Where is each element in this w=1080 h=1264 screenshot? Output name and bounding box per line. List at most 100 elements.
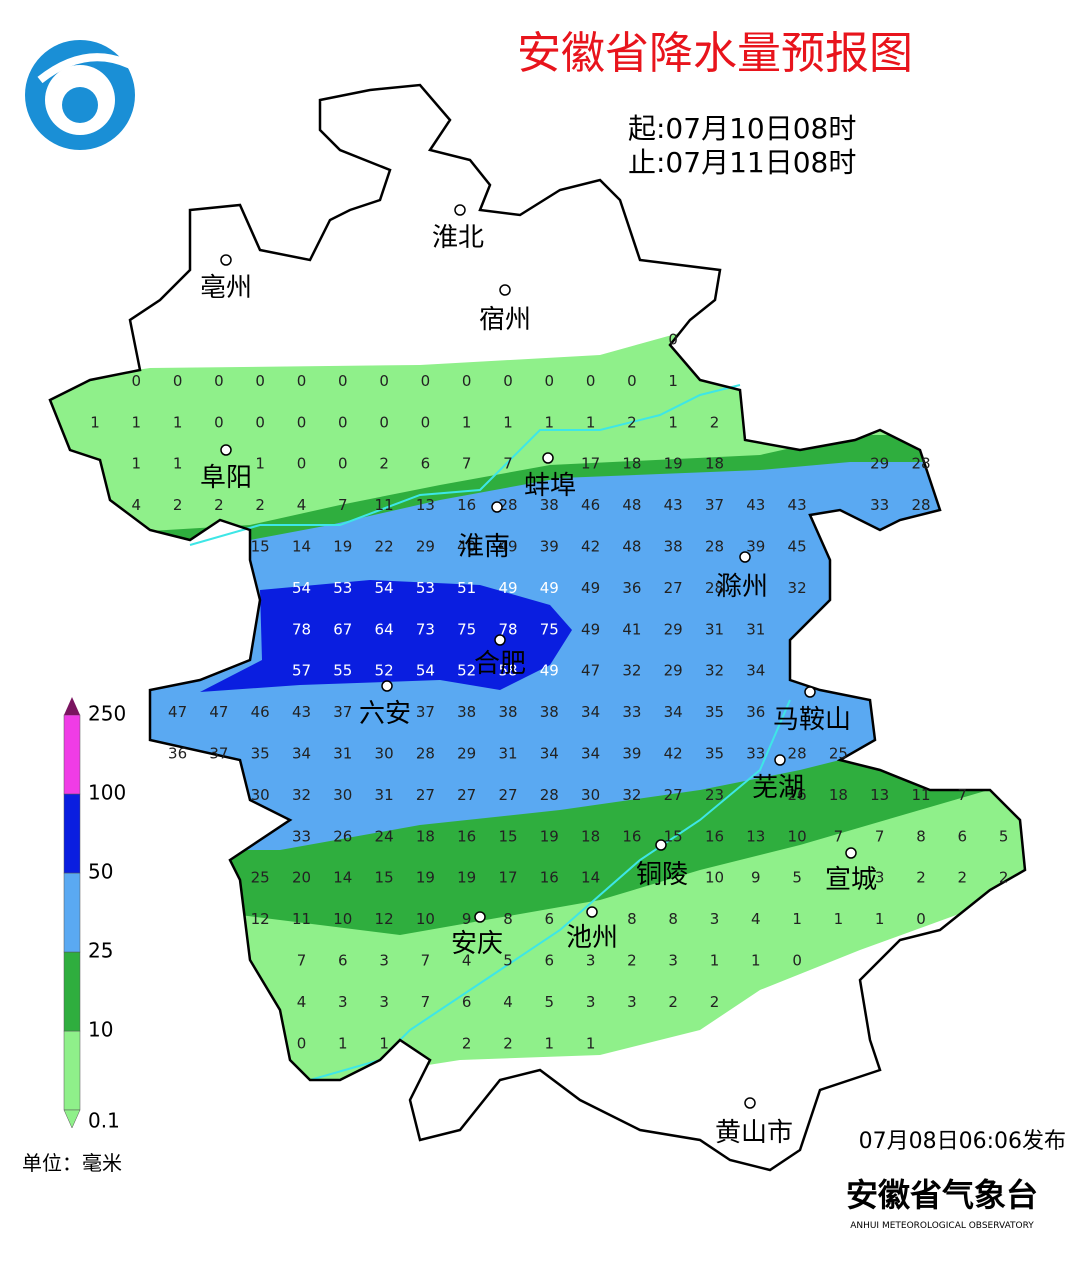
grid-value: 28 <box>416 745 435 763</box>
grid-value: 2 <box>710 413 720 431</box>
grid-value: 54 <box>375 579 394 597</box>
grid-value: 15 <box>251 538 270 556</box>
grid-value: 18 <box>705 455 724 473</box>
grid-value: 49 <box>581 579 600 597</box>
grid-value: 18 <box>622 455 641 473</box>
grid-value: 12 <box>375 910 394 928</box>
grid-value: 43 <box>292 703 311 721</box>
grid-value: 32 <box>292 786 311 804</box>
grid-value: 13 <box>416 496 435 514</box>
grid-value: 38 <box>664 538 683 556</box>
grid-value: 0 <box>338 372 348 390</box>
grid-value: 11 <box>375 496 394 514</box>
grid-value: 32 <box>788 579 807 597</box>
city-dot <box>586 906 598 918</box>
city-name: 亳州 <box>200 273 252 303</box>
grid-value: 15 <box>498 827 517 845</box>
city-dot <box>494 634 506 646</box>
grid-value: 3 <box>710 910 720 928</box>
grid-value: 38 <box>498 703 517 721</box>
grid-value: 17 <box>581 455 600 473</box>
org: 安徽省气象台 <box>846 1176 1038 1214</box>
grid-value: 52 <box>375 662 394 680</box>
grid-value: 75 <box>540 620 559 638</box>
grid-value: 0 <box>462 372 472 390</box>
grid-value: 19 <box>540 827 559 845</box>
legend-unit: 单位：毫米 <box>22 1151 122 1175</box>
grid-value: 19 <box>333 538 352 556</box>
grid-value: 27 <box>664 579 683 597</box>
grid-value: 0 <box>338 413 348 431</box>
grid-value: 2 <box>255 496 265 514</box>
grid-value: 9 <box>751 869 761 887</box>
grid-value: 1 <box>132 455 142 473</box>
grid-value: 7 <box>421 993 431 1011</box>
grid-value: 33 <box>292 827 311 845</box>
grid-value: 31 <box>375 786 394 804</box>
grid-value: 0 <box>297 1034 307 1052</box>
grid-value: 78 <box>292 620 311 638</box>
grid-value: 8 <box>503 910 513 928</box>
legend-swatch <box>63 872 81 953</box>
grid-value: 48 <box>622 538 641 556</box>
grid-value: 6 <box>545 910 555 928</box>
grid-value: 3 <box>379 952 389 970</box>
city-name: 池州 <box>566 923 618 953</box>
grid-value: 7 <box>875 827 885 845</box>
city-dot <box>381 680 393 692</box>
grid-value: 28 <box>788 745 807 763</box>
grid-value: 3 <box>379 993 389 1011</box>
grid-value: 54 <box>292 579 311 597</box>
grid-value: 2 <box>627 413 637 431</box>
grid-value: 57 <box>292 662 311 680</box>
grid-value: 31 <box>333 745 352 763</box>
grid-value: 1 <box>710 952 720 970</box>
grid-value: 0 <box>545 372 555 390</box>
grid-value: 6 <box>545 952 555 970</box>
legend-arrow <box>64 697 80 715</box>
city-dot <box>542 452 554 464</box>
grid-value: 5 <box>503 952 513 970</box>
grid-value: 47 <box>581 662 600 680</box>
grid-value: 38 <box>540 496 559 514</box>
grid-value: 42 <box>664 745 683 763</box>
grid-value: 33 <box>746 745 765 763</box>
grid-value: 1 <box>132 413 142 431</box>
grid-value: 10 <box>333 910 352 928</box>
grid-value: 55 <box>333 662 352 680</box>
rain-bands <box>50 330 1025 1085</box>
grid-value: 3 <box>586 993 596 1011</box>
title: 安徽省降水量预报图 <box>517 28 913 79</box>
grid-value: 1 <box>545 1034 555 1052</box>
grid-value: 8 <box>627 910 637 928</box>
grid-value: 16 <box>457 827 476 845</box>
grid-value: 7 <box>503 455 513 473</box>
grid-value: 43 <box>746 496 765 514</box>
grid-value: 73 <box>416 620 435 638</box>
grid-value: 29 <box>416 538 435 556</box>
legend-label: 50 <box>88 860 113 884</box>
grid-value: 16 <box>540 869 559 887</box>
logo <box>25 40 143 150</box>
legend-label: 100 <box>88 781 126 805</box>
grid-value: 15 <box>375 869 394 887</box>
grid-value: 0 <box>255 372 265 390</box>
grid-value: 49 <box>540 579 559 597</box>
city-name: 蚌埠 <box>524 471 576 501</box>
grid-value: 35 <box>705 703 724 721</box>
grid-value: 19 <box>416 869 435 887</box>
grid-value: 28 <box>911 496 930 514</box>
grid-value: 28 <box>540 786 559 804</box>
grid-value: 5 <box>792 869 802 887</box>
grid-value: 14 <box>333 869 352 887</box>
grid-value: 37 <box>209 745 228 763</box>
city-dot <box>499 284 511 296</box>
grid-value: 0 <box>792 952 802 970</box>
grid-value: 7 <box>958 786 968 804</box>
city-name: 宣城 <box>825 865 877 895</box>
grid-value: 49 <box>498 538 517 556</box>
grid-value: 0 <box>255 413 265 431</box>
grid-value: 33 <box>622 703 641 721</box>
city-name: 黄山市 <box>715 1118 793 1148</box>
grid-value: 29 <box>457 745 476 763</box>
